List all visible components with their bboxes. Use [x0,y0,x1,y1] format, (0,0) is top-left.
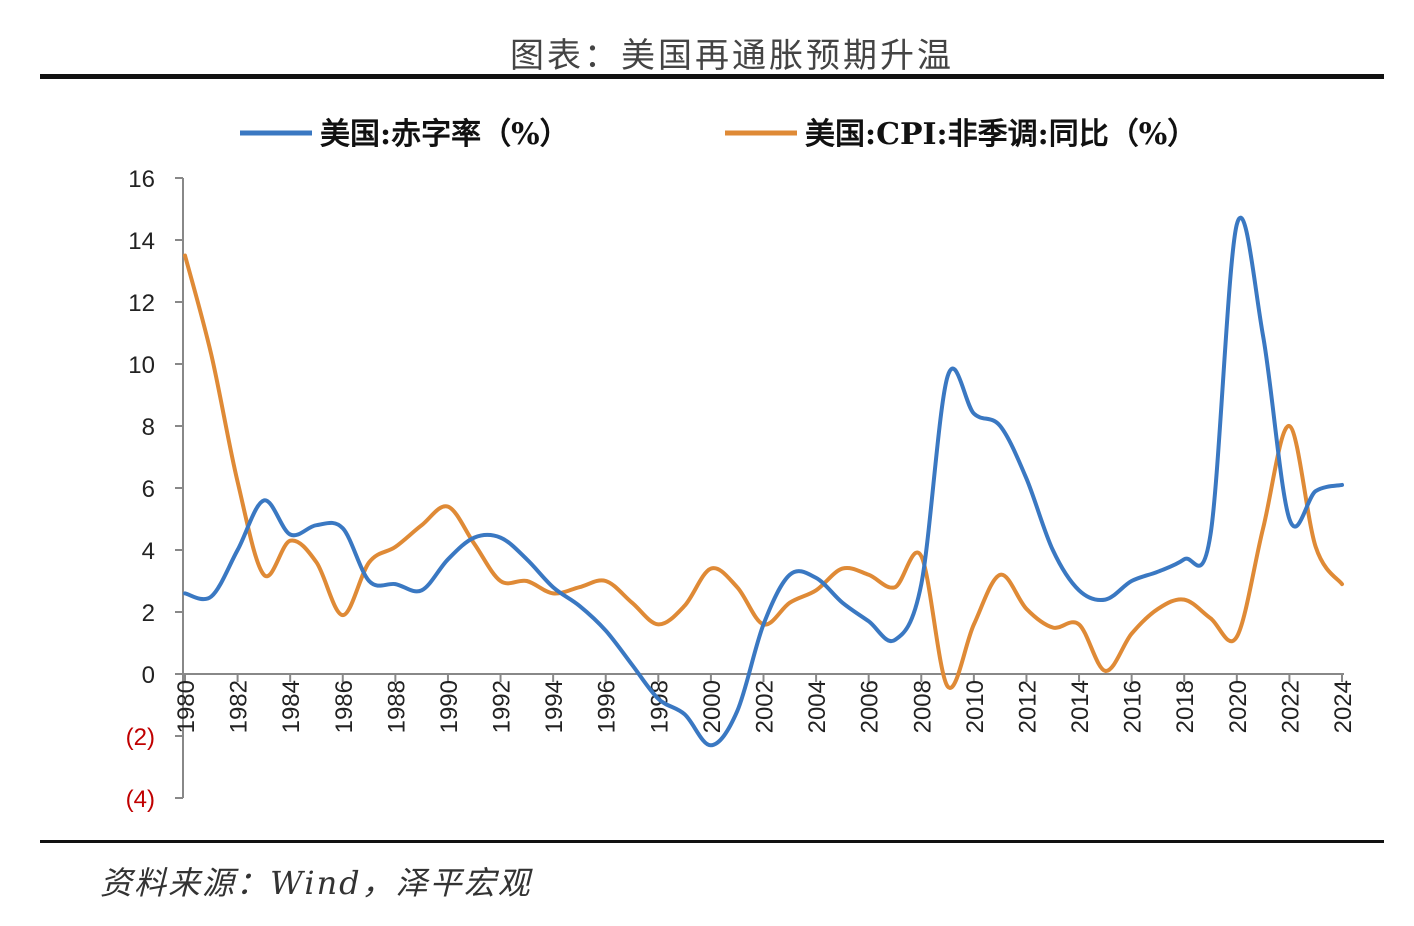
legend-item-deficit: 美国:赤字率（%） [240,117,570,152]
x-tick-label: 1996 [594,680,621,733]
y-tick-label: 12 [128,290,155,317]
series-layer [183,215,1344,748]
x-tick-label: 1984 [278,680,305,733]
y-axis: 16 14 12 10 8 6 4 2 0 (2) (4) [126,166,184,813]
x-tick-label: 1986 [331,680,358,733]
x-tick-label: 2016 [1120,680,1147,733]
x-tick-label: 2014 [1067,680,1094,733]
x-tick-label: 2024 [1330,680,1357,733]
y-tick-label: 8 [142,414,155,441]
x-tick-label: 1982 [226,680,253,733]
x-axis: 1980 1982 1984 1986 1988 1990 1992 1994 1996 1998… [173,673,1357,733]
y-tick-label: 0 [142,662,155,689]
top-rule [40,74,1384,79]
x-tick-label: 2022 [1277,680,1304,733]
y-tick-label: 14 [128,228,155,255]
x-tick-label: 2000 [699,680,726,733]
legend: 美国:赤字率（%） 美国:CPI:非季调:同比（%） [240,117,1197,152]
x-tick-label: 2004 [804,680,831,733]
x-tick-label: 2002 [752,680,779,733]
x-tick-label: 1994 [541,680,568,733]
x-tick-label: 1990 [436,680,463,733]
x-tick-label: 2018 [1172,680,1199,733]
legend-item-cpi: 美国:CPI:非季调:同比（%） [725,117,1197,152]
x-tick-label: 2006 [857,680,884,733]
y-tick-label: 2 [142,600,155,627]
y-tick-label: 16 [128,166,155,193]
source-note: 资料来源：Wind，泽平宏观 [100,864,532,902]
x-tick-label: 2020 [1225,680,1252,733]
y-tick-label: 4 [142,538,155,565]
y-tick-label: (2) [126,724,155,751]
y-tick-label: 10 [128,352,155,379]
legend-label: 美国:CPI:非季调:同比（%） [805,117,1197,152]
x-tick-label: 2008 [909,680,936,733]
cpi-yoy-line [183,253,1344,690]
x-tick-label: 2012 [1014,680,1041,733]
x-tick-label: 1988 [383,680,410,733]
legend-label: 美国:赤字率（%） [320,117,570,152]
x-tick-label: 1980 [173,680,200,733]
x-tick-label: 1992 [489,680,516,733]
x-tick-label: 2010 [962,680,989,733]
bottom-rule [40,840,1384,843]
y-tick-label: 6 [142,476,155,503]
chart-title: 图表：美国再通胀预期升温 [510,36,954,76]
deficit-rate-line [183,215,1344,748]
y-tick-label: (4) [126,786,155,813]
